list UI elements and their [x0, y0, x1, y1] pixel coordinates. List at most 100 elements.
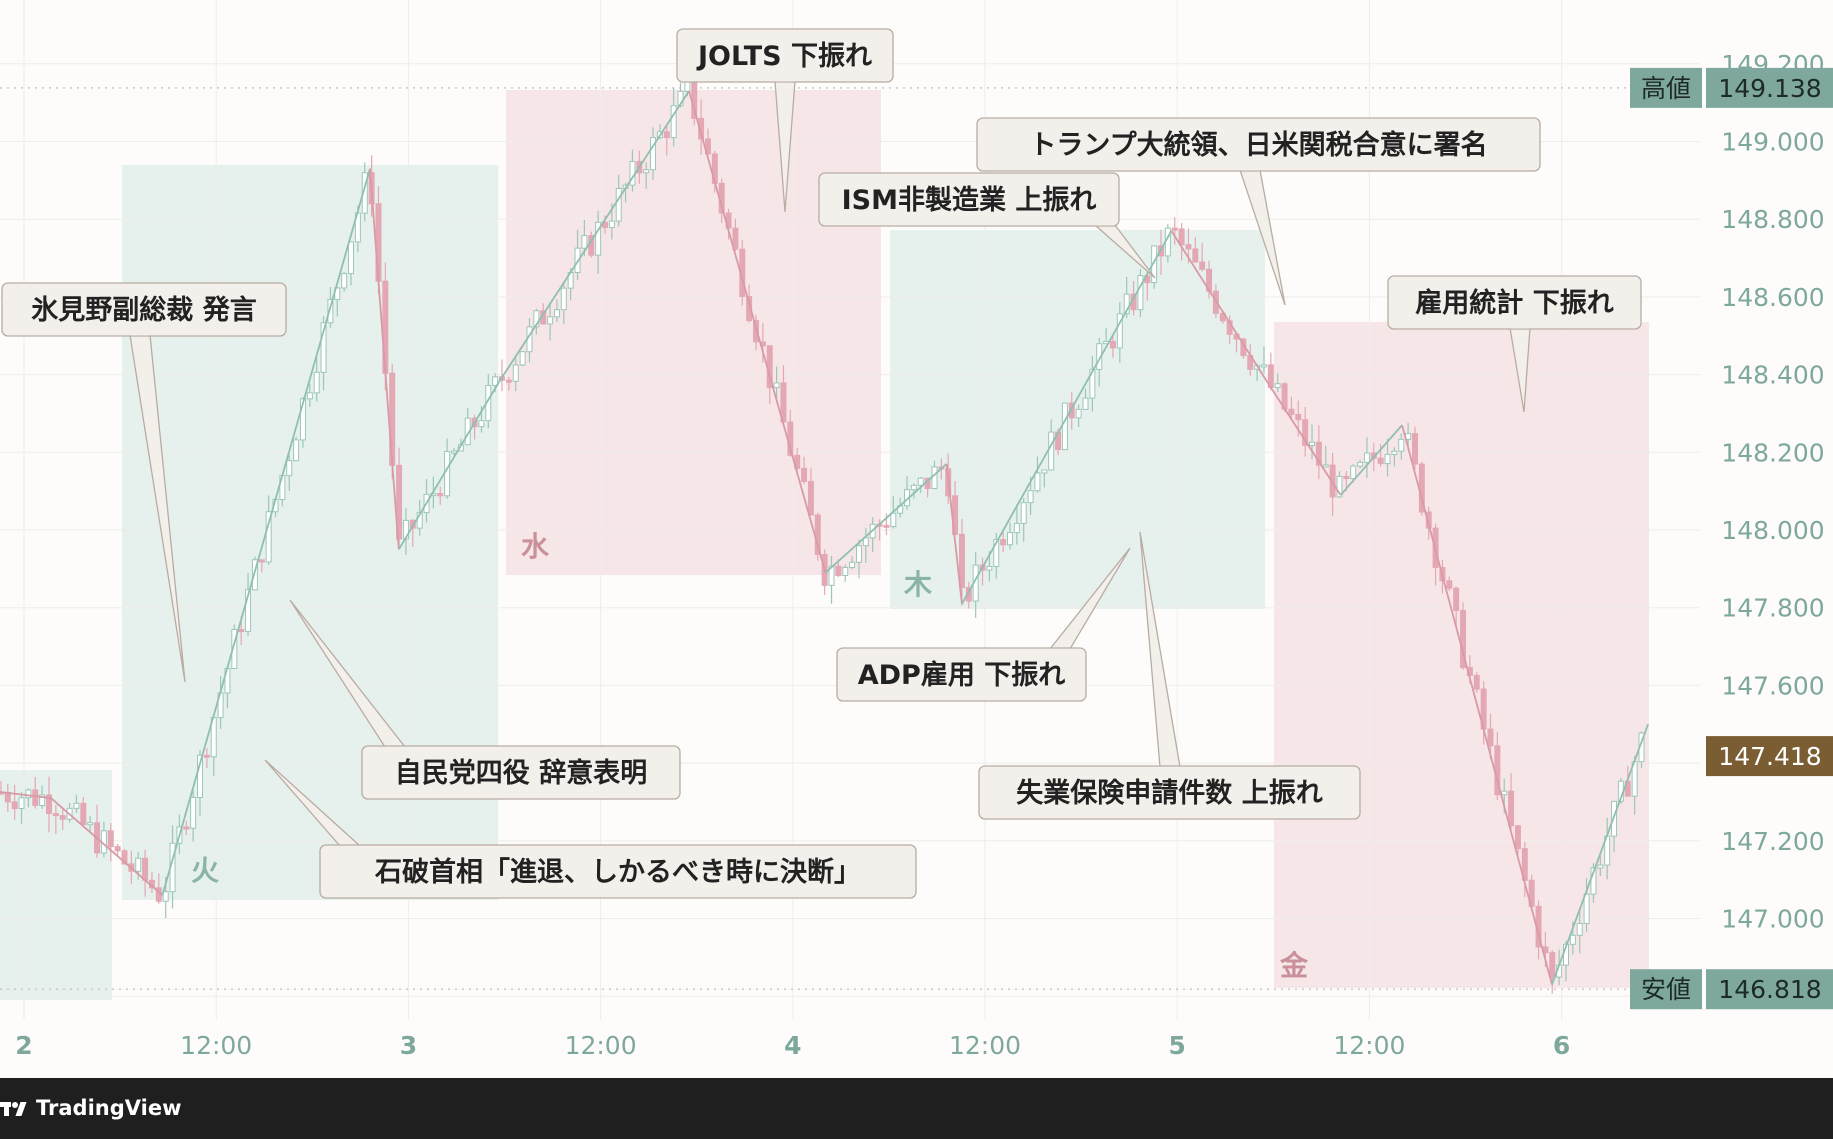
- x-tick-label: 12:00: [949, 1031, 1021, 1060]
- tradingview-logo[interactable]: TradingView: [0, 1093, 181, 1123]
- zigzag-segment: [161, 168, 371, 896]
- candle-up: [348, 241, 355, 275]
- candle-up: [313, 371, 320, 394]
- candle-up: [986, 565, 993, 571]
- callout-box: [976, 117, 1541, 172]
- candle-down: [121, 850, 128, 865]
- low-label-tag: [1630, 969, 1702, 1010]
- candle-up: [1384, 453, 1391, 465]
- zigzag-segment: [1170, 230, 1269, 383]
- candle-up: [855, 545, 862, 563]
- candle-down: [1514, 825, 1521, 850]
- callout-box: [319, 844, 917, 899]
- high-label: 高値: [1641, 74, 1691, 103]
- candle-up: [615, 187, 622, 222]
- tradingview-wordmark: TradingView: [36, 1096, 182, 1120]
- callout-box: [361, 745, 681, 800]
- x-tick-label: 12:00: [565, 1031, 637, 1060]
- candle-up: [265, 511, 272, 563]
- candle-down: [505, 379, 512, 383]
- candle-up: [1027, 490, 1034, 504]
- candle-up: [773, 382, 780, 389]
- x-tick-label: 6: [1553, 1031, 1570, 1060]
- zigzag-segment: [961, 230, 1173, 605]
- callout-join: [341, 846, 359, 849]
- candle-down: [1453, 587, 1460, 611]
- candle-up: [1357, 461, 1364, 467]
- candle-down: [183, 826, 190, 830]
- candle-down: [1178, 228, 1185, 246]
- candle-down: [1288, 408, 1295, 415]
- candle-up: [849, 561, 856, 568]
- candle-up: [931, 466, 938, 490]
- candle-down: [114, 846, 121, 852]
- candle-up: [162, 891, 169, 902]
- callout-8: 雇用統計 下振れ: [1387, 275, 1642, 413]
- y-tick-label: 148.600: [1721, 283, 1824, 312]
- candle-up: [1006, 532, 1013, 546]
- callout-join: [131, 333, 149, 336]
- day-labels: 火 水木金: [191, 530, 1309, 982]
- candle-down: [203, 754, 210, 758]
- candle-down: [1343, 475, 1350, 479]
- y-tick-label: 149.000: [1721, 128, 1824, 157]
- callout-box: [836, 647, 1087, 702]
- candle-up: [547, 316, 554, 325]
- time-axis[interactable]: 2 12:00 3 12:00 4 12:00 5 12:00 6: [15, 1031, 1570, 1060]
- zigzag-segment: [1266, 381, 1342, 496]
- candle-up: [293, 439, 300, 462]
- candle-down: [1192, 248, 1199, 263]
- candle-down: [59, 815, 66, 820]
- candle-up: [444, 451, 451, 497]
- candle-up: [1309, 441, 1316, 446]
- candle-up: [910, 484, 917, 491]
- y-tick-label: 148.400: [1721, 361, 1824, 390]
- candle-up: [1061, 402, 1068, 451]
- low-value-tag: [1706, 969, 1833, 1010]
- callout-join: [1241, 168, 1259, 171]
- candle-down: [1302, 419, 1309, 446]
- candle-down: [1487, 728, 1494, 747]
- candle-down: [396, 464, 403, 540]
- callout-text: JOLTS 下振れ: [696, 41, 872, 72]
- callout-box: [1387, 275, 1642, 330]
- zigzag-segment: [1401, 424, 1553, 985]
- candle-up: [39, 794, 46, 806]
- low-label: 安値: [1641, 975, 1691, 1004]
- candle-down: [1508, 790, 1515, 827]
- candle-down: [11, 801, 18, 809]
- price-axis[interactable]: 147.000 147.200 147.600 147.800 148.000 148.2…: [1630, 50, 1833, 1010]
- zigzag-segment: [1339, 424, 1403, 496]
- candle-up: [306, 392, 313, 400]
- last-value-tag: [1706, 736, 1833, 777]
- callout-box: [818, 172, 1120, 227]
- y-tick-label: 148.000: [1721, 516, 1824, 545]
- zigzag-segment: [945, 463, 963, 604]
- candle-down: [663, 131, 670, 139]
- callout-text: 失業保険申請件数 上振れ: [1016, 777, 1322, 809]
- callout-join: [1096, 223, 1114, 226]
- candle-down: [883, 524, 890, 528]
- callout-0: 氷見野副総裁 発言: [1, 282, 287, 683]
- callout-text: トランプ大統領、日米関税合意に署名: [1029, 129, 1487, 161]
- candle-down: [1425, 511, 1432, 529]
- footer-bar: [0, 1078, 1833, 1139]
- candle-down: [1068, 402, 1075, 419]
- zigzag-segment: [1551, 723, 1649, 985]
- candle-up: [560, 287, 567, 311]
- candle-up: [1322, 464, 1329, 468]
- candle-up: [608, 220, 615, 228]
- callout-6: ADP雇用 下振れ: [836, 547, 1131, 702]
- candle-up: [327, 298, 334, 324]
- x-tick-label: 12:00: [1333, 1031, 1405, 1060]
- candle-up: [553, 309, 560, 318]
- candle-up: [1336, 475, 1343, 498]
- callout-join: [1511, 326, 1529, 329]
- candle-down: [1411, 433, 1418, 465]
- candle-up: [320, 322, 327, 373]
- x-tick-label: 3: [400, 1031, 417, 1060]
- candle-up: [492, 376, 499, 387]
- candles: [0, 73, 1645, 994]
- callout-1: 自民党四役 辞意表明: [289, 599, 681, 800]
